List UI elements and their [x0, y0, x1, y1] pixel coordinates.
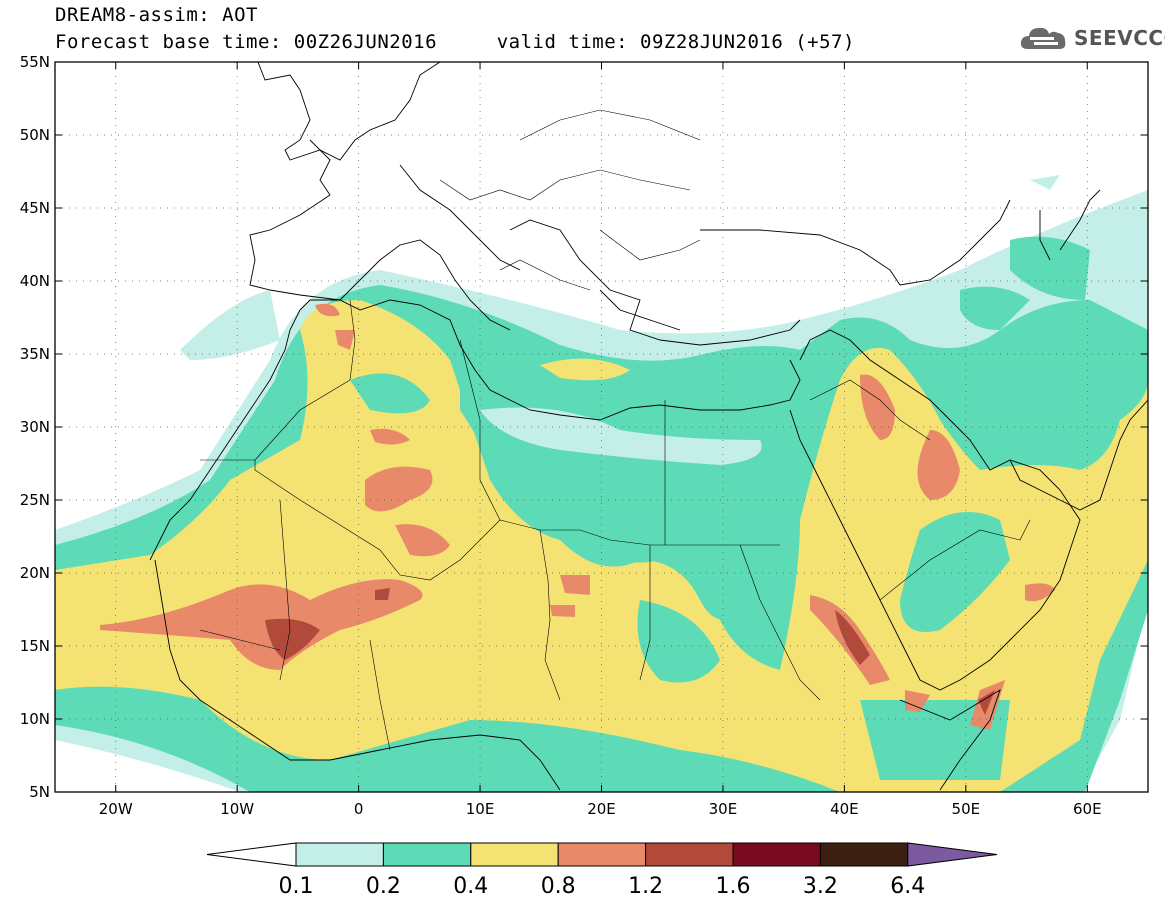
- country-borders: [199, 109, 1031, 751]
- lat-tick-label: 40N: [20, 272, 50, 290]
- longitude-labels: 20W 10W 0 10E 20E 30E 40E 50E 60E: [99, 800, 1102, 818]
- lon-tick-label: 10E: [466, 800, 495, 818]
- colorbar-box: [645, 842, 734, 867]
- map-title: DREAM8-assim: AOT: [55, 4, 258, 26]
- lon-tick-label: 10W: [220, 800, 254, 818]
- colorbar-level-label: 6.4: [890, 874, 925, 899]
- colorbar-level-label: 0.1: [279, 874, 314, 899]
- colorbar-box: [295, 842, 384, 867]
- lat-tick-label: 25N: [20, 491, 50, 509]
- colorbar-box: [819, 842, 909, 867]
- lat-tick-label: 50N: [20, 126, 50, 144]
- lat-tick-label: 45N: [20, 199, 50, 217]
- colorbar-box: [382, 842, 472, 867]
- graticule: [55, 61, 1148, 793]
- seevccc-logo: SEEVCCC: [1018, 20, 1165, 56]
- lat-tick-label: 5N: [29, 783, 50, 801]
- colorbar-level-label: 3.2: [803, 874, 838, 899]
- colorbar-level-label: 0.2: [366, 874, 401, 899]
- lon-tick-label: 20W: [99, 800, 133, 818]
- colorbar-box: [732, 842, 821, 867]
- colorbar-level-label: 0.8: [541, 874, 576, 899]
- lat-tick-label: 20N: [20, 564, 50, 582]
- lon-tick-label: 50E: [952, 800, 981, 818]
- colorbar-level-label: 0.4: [453, 874, 488, 899]
- lat-tick-label: 55N: [20, 53, 50, 71]
- lat-tick-label: 15N: [20, 637, 50, 655]
- lon-tick-label: 20E: [587, 800, 616, 818]
- aot-level-0.1-inner: [480, 407, 762, 465]
- latitude-labels: 55N 50N 45N 40N 35N 30N 25N 20N 15N 10N 5N: [20, 53, 50, 801]
- map-subtitle: Forecast base time: 00Z26JUN2016 valid t…: [55, 31, 855, 53]
- lat-tick-label: 10N: [20, 710, 50, 728]
- colorbar-level-label: 1.2: [628, 874, 663, 899]
- lon-tick-label: 30E: [709, 800, 738, 818]
- colorbar-box: [557, 842, 647, 867]
- colorbar: 0.1 0.2 0.4 0.8 1.2 1.6 3.2 6.4: [206, 842, 998, 899]
- lat-tick-label: 30N: [20, 418, 50, 436]
- lat-tick-label: 35N: [20, 345, 50, 363]
- colorbar-level-label: 1.6: [716, 874, 751, 899]
- lon-tick-label: 60E: [1073, 800, 1102, 818]
- coastlines: [149, 62, 1148, 791]
- lon-tick-label: 40E: [830, 800, 859, 818]
- logo-text: SEEVCCC: [1074, 26, 1165, 50]
- aot-level-0.8: [100, 303, 1055, 730]
- colorbar-over-triangle: [907, 842, 998, 867]
- cloud-icon: [1020, 27, 1066, 49]
- colorbar-box: [470, 842, 559, 867]
- lon-tick-label: 0: [354, 800, 364, 818]
- colorbar-under-triangle: [206, 842, 297, 867]
